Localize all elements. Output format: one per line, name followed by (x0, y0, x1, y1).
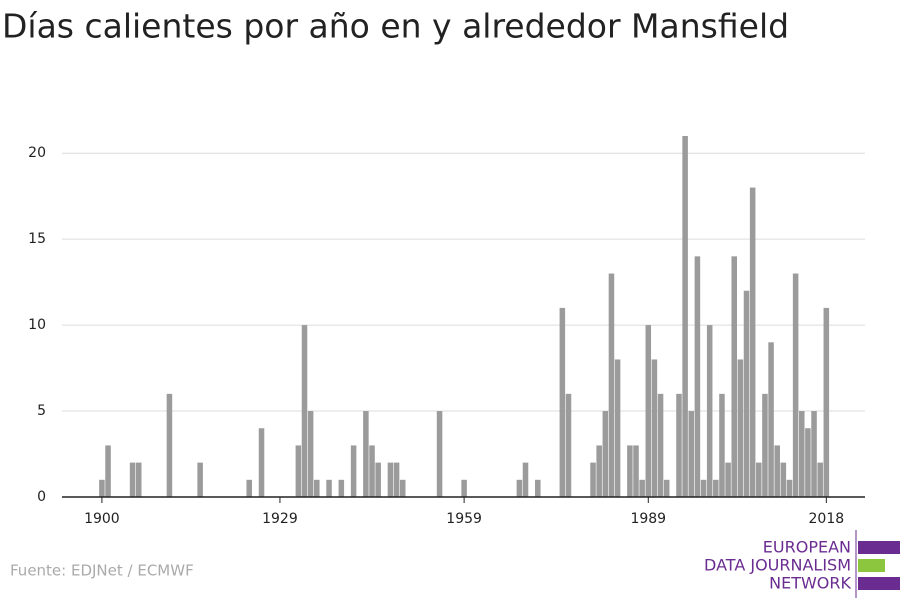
bar (375, 462, 381, 497)
bar (725, 462, 731, 497)
x-tick-label: 1959 (446, 511, 482, 527)
bar (663, 479, 670, 497)
bar (786, 479, 793, 497)
chart-title: Días calientes por año en y alrededor Ma… (2, 7, 789, 46)
source: Fuente: EDJNet / ECMWF (10, 562, 194, 580)
bar (387, 462, 394, 497)
x-tick-label: 1900 (84, 511, 120, 527)
bar (768, 342, 774, 497)
bar (99, 479, 105, 497)
y-tick-label: 10 (28, 317, 46, 333)
bar (651, 359, 658, 497)
bar (596, 445, 602, 497)
bar (338, 479, 345, 497)
bar (350, 445, 357, 497)
bar (535, 479, 541, 497)
bar (602, 411, 609, 497)
bar (135, 462, 142, 497)
bar (393, 462, 400, 497)
bar (565, 393, 572, 497)
bar (197, 462, 203, 497)
bar (700, 479, 707, 497)
logo-bar (858, 541, 900, 554)
bar (823, 307, 830, 497)
bar (811, 411, 817, 497)
bar (314, 479, 320, 497)
bar (399, 479, 406, 497)
bar (105, 445, 111, 497)
logo-text: DATA JOURNALISM (704, 556, 851, 575)
bar (633, 445, 639, 497)
bar (614, 359, 621, 497)
y-tick-label: 0 (37, 489, 46, 505)
bar (780, 462, 787, 497)
logo-bar (858, 559, 885, 572)
bar (657, 393, 664, 497)
bar (694, 256, 701, 497)
bar (737, 359, 744, 497)
bar (608, 273, 615, 497)
bar (307, 411, 314, 497)
bar (461, 479, 467, 497)
bar (645, 325, 652, 497)
y-tick-label: 15 (28, 231, 46, 247)
bar (676, 393, 682, 497)
bar (743, 290, 750, 497)
logo-bar (858, 577, 900, 590)
bar (301, 325, 308, 497)
bar (682, 136, 688, 497)
bar (688, 411, 695, 497)
y-tick-label: 5 (37, 403, 46, 419)
logo-text: EUROPEAN (763, 538, 851, 557)
bar (627, 445, 633, 497)
bar (258, 428, 265, 497)
x-tick-label: 1989 (630, 511, 666, 527)
bar (799, 411, 805, 497)
bar (246, 479, 253, 497)
bar (731, 256, 737, 497)
bar (639, 479, 645, 497)
logo-text: NETWORK (769, 574, 851, 593)
bar (749, 187, 756, 498)
x-tick-label: 2018 (809, 511, 845, 527)
bar (762, 393, 768, 497)
bar (129, 462, 136, 497)
bar (590, 462, 596, 497)
bar (326, 479, 332, 497)
bar (756, 462, 762, 497)
bar (805, 428, 811, 497)
y-tick-label: 20 (28, 145, 46, 161)
bar (559, 307, 566, 497)
bar (166, 393, 173, 497)
bar (436, 411, 443, 497)
bar (774, 445, 780, 497)
logo: EUROPEAN DATA JOURNALISM NETWORK (704, 530, 900, 598)
bar (295, 445, 302, 497)
bar (369, 445, 375, 497)
bar (522, 462, 529, 497)
bar (817, 462, 823, 497)
bar (792, 273, 799, 497)
bar (363, 411, 369, 497)
bar (719, 393, 725, 497)
bar (706, 325, 713, 497)
bar (713, 479, 719, 497)
bar (516, 479, 523, 497)
x-tick-label: 1929 (262, 511, 298, 527)
